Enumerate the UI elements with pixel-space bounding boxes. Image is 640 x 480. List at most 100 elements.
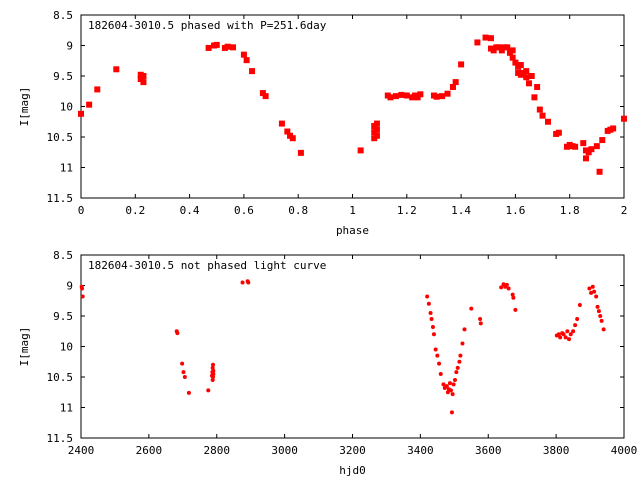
phased-data-point [439, 93, 446, 100]
unphased-x-tick-label: 3400 [407, 444, 434, 457]
phased-data-point [555, 129, 562, 136]
phased-data-point [278, 120, 285, 127]
phased-data-point [373, 120, 380, 127]
phased-x-tick-label: 1.2 [397, 204, 417, 217]
unphased-y-tick-label: 10.5 [47, 371, 74, 384]
unphased-y-tick-label: 9.5 [53, 310, 73, 323]
unphased-data-point [478, 321, 483, 326]
phased-data-point [449, 83, 456, 90]
unphased-data-point [454, 370, 459, 375]
phased-data-point [509, 47, 516, 54]
phased-data-point [403, 92, 410, 99]
unphased-data-point [595, 304, 600, 309]
phased-data-point [474, 39, 481, 46]
unphased-data-point [429, 317, 434, 322]
unphased-data-point [589, 290, 594, 295]
unphased-data-point [428, 310, 433, 315]
unphased-data-point [571, 329, 576, 334]
phased-data-point [213, 41, 220, 48]
unphased-data-point [175, 331, 180, 336]
phased-y-tick-label: 9 [66, 40, 73, 53]
unphased-data-point [563, 335, 568, 340]
unphased-data-point [558, 335, 563, 340]
unphased-data-point [441, 382, 446, 387]
phased-y-tick-label: 10.5 [47, 131, 74, 144]
phased-y-tick-label: 10 [60, 101, 73, 114]
unphased-data-point [561, 332, 566, 337]
phased-y-axis-label: I[mag] [18, 87, 31, 127]
unphased-data-point [80, 294, 85, 299]
unphased-y-tick-label: 8.5 [53, 249, 73, 262]
unphased-data-point [433, 347, 438, 352]
unphased-data-point [246, 280, 251, 285]
phased-data-point [398, 91, 405, 98]
phased-plot-frame [80, 14, 625, 199]
unphased-data-point [447, 381, 452, 386]
phased-data-point [230, 44, 237, 51]
unphased-x-tick-label: 2600 [136, 444, 163, 457]
unphased-data-point [210, 365, 215, 370]
phased-x-tick-label: 1.8 [560, 204, 580, 217]
unphased-data-point [211, 368, 216, 373]
unphased-data-point [445, 390, 450, 395]
unphased-data-point [556, 332, 561, 337]
phased-data-point [392, 93, 399, 100]
phased-data-point [588, 146, 595, 153]
phased-data-point [433, 93, 440, 100]
phased-data-point [517, 62, 524, 69]
phased-data-point [536, 106, 543, 113]
phased-data-point [140, 79, 147, 86]
phased-data-point [414, 94, 421, 101]
phased-data-point [205, 44, 212, 51]
phased-x-tick-label: 2 [621, 204, 628, 217]
unphased-y-tick-label: 11.5 [47, 432, 74, 445]
unphased-data-point [457, 359, 462, 364]
unphased-data-point [206, 388, 211, 393]
unphased-chart-title: 182604-3010.5 not phased light curve [88, 259, 326, 272]
phased-data-point [262, 93, 269, 100]
unphased-data-point [211, 362, 216, 367]
phased-data-point [580, 140, 587, 147]
phased-data-point [417, 91, 424, 98]
phased-data-point [593, 143, 600, 150]
unphased-data-point [587, 286, 592, 291]
phased-y-tick-label: 9.5 [53, 70, 73, 83]
unphased-data-point [573, 323, 578, 328]
phased-data-point [487, 35, 494, 42]
unphased-data-point [437, 361, 442, 366]
unphased-data-point [565, 329, 570, 334]
unphased-data-point [438, 371, 443, 376]
phased-data-point [585, 149, 592, 156]
unphased-data-point [211, 375, 216, 379]
unphased-y-tick-label: 9 [66, 280, 73, 293]
unphased-data-point [452, 378, 457, 383]
unphased-data-point [431, 332, 436, 337]
phased-data-point [498, 47, 505, 54]
phased-x-tick-label: 0.6 [234, 204, 254, 217]
phased-data-point [544, 118, 551, 125]
phased-data-point [243, 57, 250, 64]
phased-data-point [373, 132, 380, 139]
phased-data-point [78, 110, 84, 117]
phased-chart-title: 182604-3010.5 phased with P=251.6day [88, 19, 327, 32]
unphased-data-point [568, 332, 573, 337]
unphased-data-point [450, 392, 455, 397]
phased-data-point [512, 59, 519, 66]
unphased-data-point [592, 289, 597, 294]
unphased-data-point [513, 307, 518, 312]
unphased-data-point [426, 301, 431, 306]
phased-x-tick-label: 0 [78, 204, 85, 217]
unphased-data-point [506, 286, 511, 291]
unphased-data-point [596, 309, 601, 314]
unphased-x-tick-label: 3000 [271, 444, 298, 457]
phased-data-point [259, 90, 266, 97]
unphased-data-point [575, 317, 580, 322]
phased-x-tick-label: 0.4 [180, 204, 200, 217]
phased-data-point [610, 125, 617, 132]
unphased-data-point [469, 306, 474, 311]
phased-data-point [482, 34, 489, 41]
unphased-data-point [435, 353, 440, 358]
phased-data-point [582, 155, 589, 162]
phased-data-point [525, 80, 532, 87]
